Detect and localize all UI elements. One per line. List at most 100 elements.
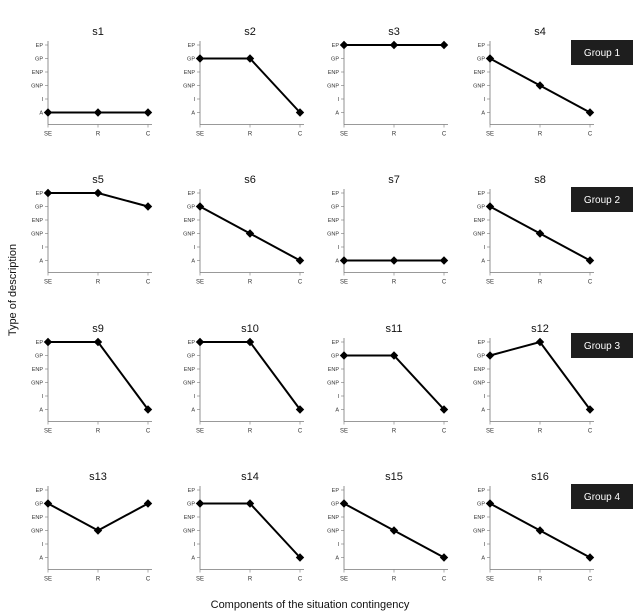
y-tick-label: A — [39, 408, 43, 414]
x-tick-label: SE — [486, 429, 494, 435]
y-tick-label: A — [335, 259, 339, 265]
y-tick-label: GP — [331, 205, 339, 211]
x-tick-label: R — [248, 132, 253, 138]
y-tick-label: A — [39, 556, 43, 562]
x-tick-label: SE — [340, 429, 348, 435]
panel-s5: s5 A I GNP ENP GP EP SE R C — [31, 174, 153, 286]
data-point — [585, 553, 595, 562]
data-point — [195, 202, 205, 211]
y-tick-label: ENP — [328, 218, 340, 224]
data-point — [389, 40, 399, 50]
x-tick-label: SE — [486, 577, 494, 583]
y-tick-label: GP — [35, 502, 43, 508]
x-tick-label: R — [96, 280, 101, 286]
group-labels-layer: Group 1 Group 2 Group 3 Group 4 — [571, 40, 633, 509]
data-point — [485, 202, 495, 211]
x-tick-label: SE — [196, 280, 204, 286]
y-tick-label: I — [337, 97, 339, 103]
data-point — [143, 405, 153, 414]
group-label-box — [571, 187, 633, 212]
x-tick-label: R — [538, 577, 543, 583]
panel-s1: s1 A I GNP ENP GP EP SE R C — [31, 26, 153, 138]
group-label-box — [571, 333, 633, 358]
x-tick-label: R — [96, 577, 101, 583]
y-tick-label: ENP — [32, 515, 44, 521]
panel-s3: s3 A I GNP ENP GP EP SE R C — [327, 26, 449, 138]
data-point — [535, 526, 545, 535]
x-tick-label: C — [588, 132, 593, 138]
y-tick-label: GNP — [327, 84, 339, 90]
y-tick-label: EP — [36, 191, 44, 197]
x-tick-label: R — [248, 429, 253, 435]
x-tick-label: C — [298, 132, 303, 138]
panel-s16: s16 A I GNP ENP GP EP SE R C — [473, 471, 595, 583]
y-tick-label: GP — [187, 502, 195, 508]
data-point — [535, 337, 545, 347]
data-point — [485, 499, 495, 508]
y-tick-label: A — [335, 408, 339, 414]
y-tick-label: ENP — [32, 218, 44, 224]
data-point — [245, 229, 255, 238]
panel-title: s16 — [531, 471, 549, 483]
x-tick-label: R — [392, 132, 397, 138]
y-tick-label: GNP — [327, 232, 339, 238]
y-tick-label: I — [41, 394, 43, 400]
data-point — [339, 40, 349, 50]
data-point — [439, 256, 449, 265]
group-label-text: Group 2 — [584, 195, 621, 206]
data-point — [43, 499, 53, 508]
y-tick-label: I — [483, 97, 485, 103]
group-label-1: Group 1 — [571, 40, 633, 65]
panel-s8: s8 A I GNP ENP GP EP SE R C — [473, 174, 595, 286]
panel-s15: s15 A I GNP ENP GP EP SE R C — [327, 471, 449, 583]
data-point — [485, 54, 495, 63]
y-tick-label: A — [191, 408, 195, 414]
y-tick-label: ENP — [328, 515, 340, 521]
panel-title: s12 — [531, 323, 549, 335]
y-tick-label: EP — [332, 191, 340, 197]
data-point — [295, 405, 305, 414]
panel-title: s11 — [386, 323, 403, 335]
data-point — [535, 229, 545, 238]
y-tick-label: EP — [478, 191, 486, 197]
y-tick-label: ENP — [328, 367, 340, 373]
y-tick-label: GP — [477, 354, 485, 360]
y-tick-label: GNP — [473, 381, 485, 387]
panel-title: s4 — [534, 26, 546, 38]
y-tick-label: GNP — [473, 232, 485, 238]
y-tick-label: ENP — [328, 70, 340, 76]
y-tick-label: A — [335, 556, 339, 562]
x-tick-label: SE — [44, 577, 52, 583]
data-point — [195, 337, 205, 347]
y-tick-label: GNP — [31, 232, 43, 238]
data-point — [389, 526, 399, 535]
panel-title: s3 — [388, 26, 400, 38]
series-line — [200, 502, 301, 559]
y-tick-label: A — [191, 111, 195, 117]
y-tick-label: I — [41, 245, 43, 251]
data-point — [585, 256, 595, 265]
panel-title: s2 — [244, 26, 256, 38]
group-label-3: Group 3 — [571, 333, 633, 358]
panel-s7: s7 A I GNP ENP GP EP SE R C — [327, 174, 449, 286]
series-line — [48, 341, 149, 411]
y-tick-label: ENP — [184, 70, 196, 76]
y-tick-label: EP — [36, 488, 44, 494]
x-tick-label: SE — [340, 577, 348, 583]
y-tick-label: EP — [188, 191, 196, 197]
x-tick-label: SE — [44, 429, 52, 435]
data-point — [43, 108, 53, 117]
x-tick-label: C — [442, 429, 447, 435]
data-point — [245, 499, 255, 508]
data-point — [389, 351, 399, 360]
panel-title: s9 — [92, 323, 104, 335]
data-point — [43, 188, 53, 198]
x-tick-label: SE — [196, 429, 204, 435]
y-tick-label: A — [335, 111, 339, 117]
group-label-4: Group 4 — [571, 484, 633, 509]
y-tick-label: EP — [478, 43, 486, 49]
x-tick-label: R — [248, 577, 253, 583]
panel-title: s1 — [92, 26, 104, 38]
x-tick-label: C — [588, 577, 593, 583]
y-tick-label: A — [191, 259, 195, 265]
